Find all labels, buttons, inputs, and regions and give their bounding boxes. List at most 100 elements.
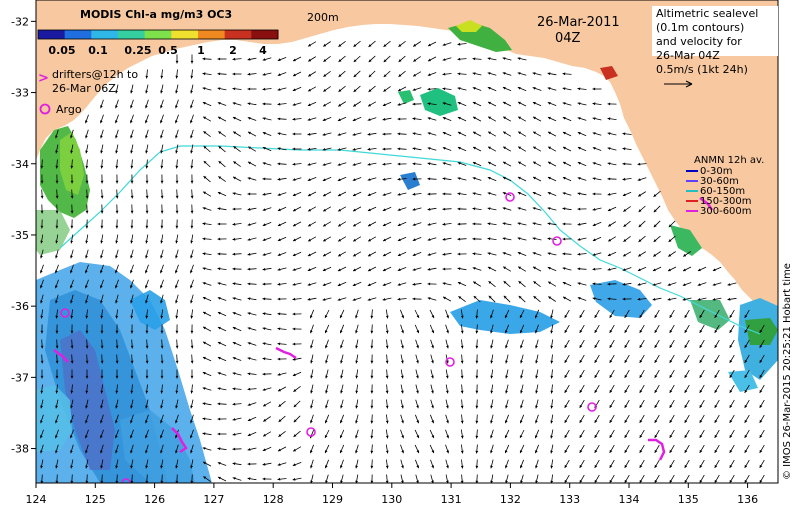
velocity-arrow-head (355, 315, 358, 319)
velocity-arrow-head (502, 237, 506, 240)
velocity-arrow-head (70, 225, 74, 229)
velocity-arrow-head (457, 162, 461, 165)
velocity-arrow-head (592, 282, 596, 286)
velocity-arrow-head (547, 237, 551, 241)
velocity-arrow-head (175, 345, 179, 349)
velocity-arrow-head (609, 314, 613, 318)
velocity-arrow-head (217, 267, 221, 271)
velocity-arrow-head (457, 252, 461, 256)
velocity-arrow-head (277, 102, 281, 106)
velocity-arrow-head (517, 252, 521, 255)
velocity-arrow-head (202, 387, 206, 390)
velocity-arrow-head (401, 435, 404, 439)
velocity-arrow-head (490, 390, 494, 394)
alt-legend-line-3: and velocity for (656, 35, 742, 48)
velocity-arrow-head (292, 342, 296, 346)
velocity-arrow-head (684, 419, 688, 423)
velocity-arrow-head (325, 420, 328, 424)
velocity-arrow-head (40, 180, 44, 184)
velocity-arrow-head (217, 432, 221, 436)
velocity-arrow-head (338, 59, 342, 62)
velocity-arrow-head (398, 74, 402, 77)
velocity-arrow-head (308, 223, 312, 227)
velocity-arrow-head (175, 315, 179, 319)
velocity-arrow-head (532, 207, 536, 210)
velocity-arrow-head (70, 315, 74, 319)
velocity-arrow-head (247, 192, 251, 196)
velocity-arrow-head (85, 255, 88, 259)
velocity-arrow-head (427, 102, 431, 106)
velocity-arrow-head (518, 131, 522, 135)
velocity-arrow-head (325, 480, 328, 483)
velocity-arrow-head (353, 238, 357, 242)
velocity-arrow-head (70, 135, 73, 139)
velocity-arrow-head (577, 297, 581, 300)
velocity-arrow-head (339, 315, 343, 319)
velocity-arrow-head (337, 148, 341, 151)
velocity-arrow-head (683, 253, 687, 257)
velocity-arrow-head (416, 405, 419, 409)
velocity-arrow-head (355, 330, 358, 334)
velocity-arrow-head (367, 298, 371, 301)
velocity-arrow-head (85, 390, 89, 394)
velocity-arrow-head (130, 360, 134, 364)
velocity-arrow-head (446, 465, 449, 469)
velocity-arrow-head (100, 165, 104, 169)
velocity-arrow-head (654, 374, 658, 378)
velocity-arrow-head (339, 435, 343, 439)
velocity-arrow-head (355, 435, 358, 439)
velocity-arrow-head (202, 296, 206, 300)
velocity-arrow-head (145, 120, 148, 124)
anmn-legend: ANMN 12h av. 0-30m30-60m60-150m150-300m3… (686, 155, 764, 217)
velocity-arrow-head (323, 238, 327, 242)
velocity-arrow-head (277, 253, 281, 256)
velocity-arrow-head (353, 223, 357, 227)
velocity-arrow-head (397, 177, 401, 181)
velocity-arrow-head (325, 405, 328, 409)
velocity-arrow-head (85, 270, 88, 274)
velocity-arrow-head (100, 435, 103, 439)
velocity-arrow-head (353, 103, 357, 107)
velocity-arrow-head (729, 434, 733, 438)
velocity-arrow-head (217, 341, 221, 345)
velocity-arrow-head (488, 281, 492, 284)
velocity-arrow-head (729, 479, 733, 483)
velocity-arrow-head (262, 327, 266, 330)
velocity-arrow-head (115, 420, 118, 424)
velocity-arrow-head (55, 345, 59, 349)
velocity-arrow-head (368, 103, 372, 107)
velocity-arrow-head (40, 195, 44, 199)
velocity-arrow-head (654, 464, 658, 468)
velocity-arrow-head (340, 465, 343, 469)
velocity-arrow-head (310, 390, 313, 394)
velocity-arrow-head (412, 147, 416, 151)
velocity-arrow-head (190, 285, 193, 289)
velocity-arrow-head (340, 480, 343, 483)
velocity-arrow-head (190, 375, 194, 379)
velocity-arrow-head (85, 420, 88, 424)
velocity-arrow-head (609, 419, 613, 423)
velocity-arrow-head (442, 117, 446, 120)
velocity-arrow-head (307, 268, 311, 271)
velocity-arrow-head (100, 180, 104, 184)
velocity-arrow-head (667, 298, 671, 301)
velocity-arrow-head (55, 180, 59, 184)
velocity-arrow-head (382, 162, 386, 166)
velocity-arrow-head (622, 297, 626, 301)
velocity-arrow-head (85, 300, 88, 304)
velocity-arrow-head (385, 375, 389, 379)
velocity-arrow-head (577, 238, 581, 241)
velocity-arrow-head (217, 222, 221, 226)
velocity-arrow-head (654, 434, 658, 438)
velocity-arrow-head (367, 132, 371, 136)
velocity-arrow-head (310, 450, 313, 454)
velocity-arrow-head (203, 191, 207, 195)
velocity-arrow-head (217, 72, 221, 76)
velocity-arrow-head (323, 208, 327, 212)
velocity-arrow-head (85, 480, 89, 483)
velocity-arrow-head (40, 270, 43, 274)
velocity-arrow-head (532, 237, 536, 240)
velocity-arrow-head (262, 297, 266, 301)
velocity-arrow-head (744, 344, 748, 348)
velocity-arrow-head (55, 255, 58, 259)
